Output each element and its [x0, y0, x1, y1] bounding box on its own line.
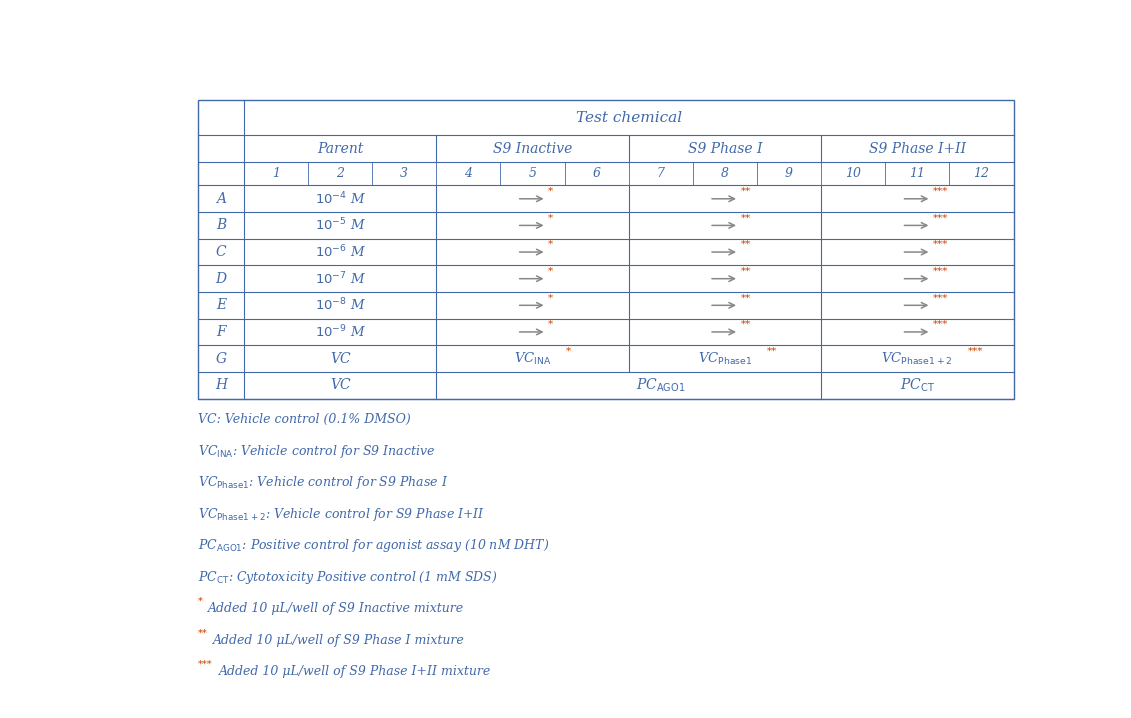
Text: VC$_{\mathrm{Phase1+2}}$: VC$_{\mathrm{Phase1+2}}$ [881, 350, 953, 367]
Text: ***: *** [933, 213, 949, 223]
Text: $10^{-7}$ M: $10^{-7}$ M [314, 271, 365, 287]
Text: ***: *** [933, 187, 949, 196]
Text: S9 Phase I: S9 Phase I [688, 142, 762, 156]
Text: S9 Phase I+II: S9 Phase I+II [869, 142, 966, 156]
Text: ***: *** [968, 347, 984, 355]
Text: Test chemical: Test chemical [576, 111, 682, 125]
Text: ***: *** [933, 294, 949, 302]
Text: 4: 4 [465, 167, 473, 180]
Text: **: ** [741, 213, 751, 223]
Text: 1: 1 [271, 167, 280, 180]
Text: ***: *** [933, 240, 949, 249]
Text: *: * [549, 187, 553, 196]
Text: C: C [216, 245, 226, 259]
Text: **: ** [767, 347, 777, 355]
Text: **: ** [741, 240, 751, 249]
Text: 8: 8 [720, 167, 728, 180]
Text: $10^{-4}$ M: $10^{-4}$ M [314, 190, 365, 207]
Text: VC$_{\rm INA}$: Vehicle control for S9 Inactive: VC$_{\rm INA}$: Vehicle control for S9 I… [198, 442, 435, 460]
Text: **: ** [741, 320, 751, 329]
Text: 3: 3 [400, 167, 408, 180]
Text: PC$_{\rm CT}$: Cytotoxicity Positive control (1 mM SDS): PC$_{\rm CT}$: Cytotoxicity Positive con… [198, 569, 499, 586]
Text: VC: VC [330, 378, 351, 392]
Text: $10^{-9}$ M: $10^{-9}$ M [314, 324, 365, 340]
Text: Parent: Parent [317, 142, 363, 156]
Text: $10^{-6}$ M: $10^{-6}$ M [314, 243, 365, 261]
Text: VC: VC [330, 352, 351, 365]
Text: **: ** [198, 629, 208, 638]
Text: 11: 11 [909, 167, 925, 180]
Text: VC$_{\rm Phase1+2}$: Vehicle control for S9 Phase I+II: VC$_{\rm Phase1+2}$: Vehicle control for… [198, 505, 485, 523]
Text: *: * [549, 240, 553, 249]
Text: *: * [549, 294, 553, 302]
Text: 5: 5 [528, 167, 536, 180]
Text: VC: Vehicle control (0.1% DMSO): VC: Vehicle control (0.1% DMSO) [198, 413, 411, 426]
Text: E: E [216, 298, 226, 312]
Text: 2: 2 [336, 167, 344, 180]
Bar [198, 100, 1013, 398]
Text: *: * [549, 213, 553, 223]
Text: *: * [549, 266, 553, 276]
Text: **: ** [741, 266, 751, 276]
Text: VC$_{\mathrm{Phase1}}$: VC$_{\mathrm{Phase1}}$ [698, 350, 752, 367]
Text: PC$_{\mathrm{AGO1}}$: PC$_{\mathrm{AGO1}}$ [636, 376, 685, 394]
Text: H: H [215, 378, 227, 392]
Text: **: ** [741, 294, 751, 302]
Text: ***: *** [933, 266, 949, 276]
Text: *: * [549, 320, 553, 329]
Text: ***: *** [198, 661, 213, 669]
Text: **: ** [741, 187, 751, 196]
Text: ***: *** [933, 320, 949, 329]
Text: *: * [566, 347, 571, 355]
Text: PC$_{\rm AGO1}$: Positive control for agonist assay (10 nM DHT): PC$_{\rm AGO1}$: Positive control for ag… [198, 537, 550, 554]
Text: 7: 7 [657, 167, 665, 180]
Text: 12: 12 [974, 167, 990, 180]
Text: Added 10 μL/well of S9 Inactive mixture: Added 10 μL/well of S9 Inactive mixture [208, 602, 464, 615]
Text: Added 10 μL/well of S9 Phase I+II mixture: Added 10 μL/well of S9 Phase I+II mixtur… [218, 665, 491, 678]
Text: VC$_{\rm Phase1}$: Vehicle control for S9 Phase I: VC$_{\rm Phase1}$: Vehicle control for S… [198, 474, 449, 491]
Text: $10^{-5}$ M: $10^{-5}$ M [314, 217, 365, 234]
Text: *: * [198, 597, 204, 606]
Text: $10^{-8}$ M: $10^{-8}$ M [314, 297, 365, 314]
Text: Added 10 μL/well of S9 Phase I mixture: Added 10 μL/well of S9 Phase I mixture [214, 633, 465, 647]
Text: B: B [216, 218, 226, 233]
Text: A: A [216, 192, 226, 206]
Text: 6: 6 [593, 167, 601, 180]
Text: G: G [216, 352, 226, 365]
Text: PC$_{\mathrm{CT}}$: PC$_{\mathrm{CT}}$ [900, 376, 935, 394]
Text: F: F [216, 325, 226, 339]
Text: 10: 10 [845, 167, 861, 180]
Text: D: D [216, 271, 226, 286]
Text: VC$_{\mathrm{INA}}$: VC$_{\mathrm{INA}}$ [513, 350, 552, 367]
Text: S9 Inactive: S9 Inactive [493, 142, 572, 156]
Text: 9: 9 [785, 167, 793, 180]
